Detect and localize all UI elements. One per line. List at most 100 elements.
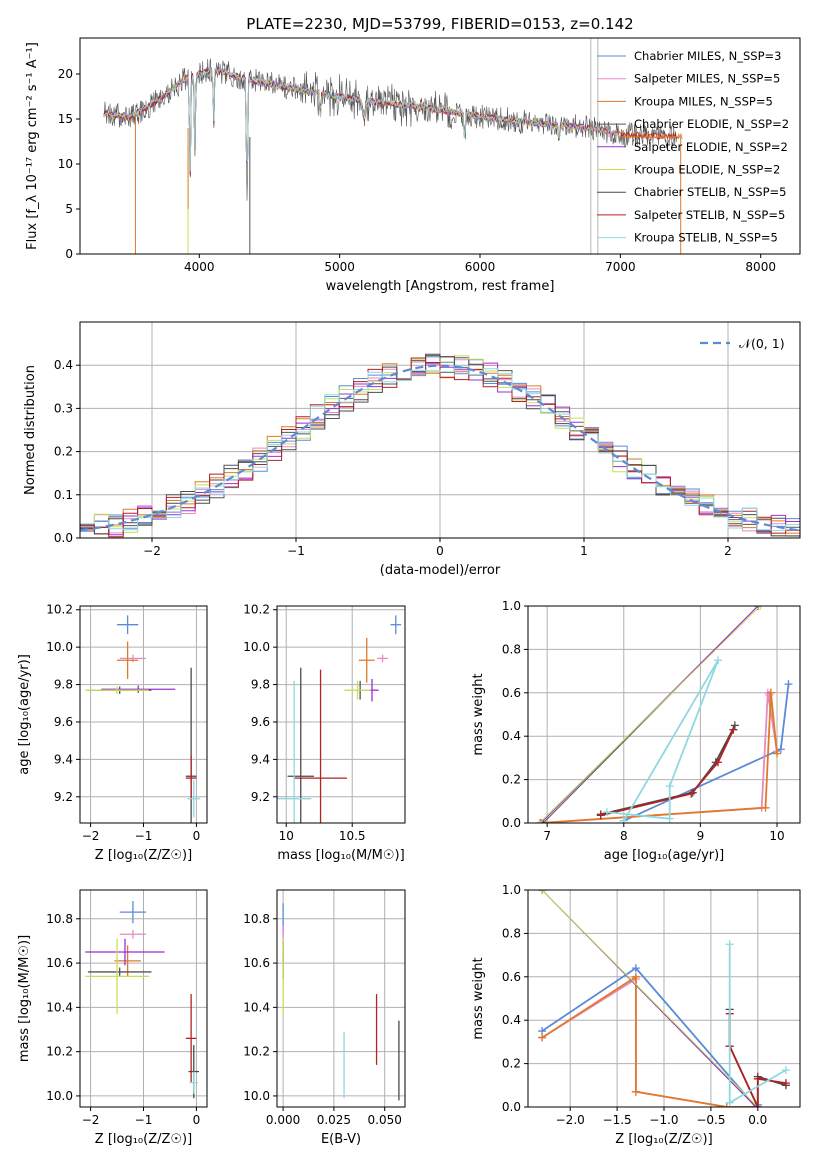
x-tick-label: 10 xyxy=(279,829,294,843)
x-tick-label: −2 xyxy=(82,1113,100,1127)
y-tick-label: 1.0 xyxy=(502,599,521,613)
y-tick-label: 10.4 xyxy=(243,1000,270,1014)
weight-marker xyxy=(753,1074,762,1083)
x-tick-label: 4000 xyxy=(184,260,215,274)
y-tick-label: 10.2 xyxy=(46,1045,73,1059)
x-axis-label: E(B-V) xyxy=(321,1132,361,1147)
x-tick-label: 0 xyxy=(193,1113,201,1127)
weight-line-0 xyxy=(541,966,759,1107)
y-tick-label: 0.6 xyxy=(502,970,521,984)
spectrum-edge xyxy=(620,136,682,254)
x-tick-label: −2 xyxy=(82,829,100,843)
data-point xyxy=(187,779,201,818)
x-tick-label: 8000 xyxy=(745,260,776,274)
weight-marker xyxy=(538,1033,547,1042)
x-tick-label: −1.5 xyxy=(603,1113,632,1127)
x-tick-label: 7 xyxy=(543,829,551,843)
weight-marker xyxy=(535,819,544,823)
x-tick-label: 7000 xyxy=(605,260,636,274)
histogram-series-8 xyxy=(80,365,800,538)
weight-marker xyxy=(714,656,723,665)
y-tick-label: 0.2 xyxy=(502,1057,521,1071)
data-point xyxy=(114,945,141,977)
spectrum-legend: Chabrier MILES, N_SSP=3 Salpeter MILES, N… xyxy=(597,49,789,245)
y-tick-label: 0.4 xyxy=(54,358,73,372)
x-tick-label: −2.0 xyxy=(556,1113,585,1127)
normal-curve xyxy=(80,364,800,532)
x-tick-label: −0.5 xyxy=(696,1113,725,1127)
y-axis-label: age [log₁₀(age/yr)] xyxy=(17,654,32,775)
data-point xyxy=(185,755,197,801)
weight-marker xyxy=(537,819,546,823)
mass_vs_Z-panel: −2 −1 0 10.0 10.2 10.4 10.6 10.8 Z [log₁₀(Z/Z☉)]… xyxy=(17,889,208,1147)
weight-line-5 xyxy=(541,890,759,1107)
mass_vs_Z-marks xyxy=(85,901,200,1099)
y-tick-label: 15 xyxy=(58,112,73,126)
data-point xyxy=(119,654,147,663)
weight-marker xyxy=(766,688,775,697)
spectrum-series-6 xyxy=(103,58,677,201)
spectrum-marks xyxy=(103,38,683,254)
x-tick-label: 8 xyxy=(620,829,628,843)
data-point xyxy=(101,685,176,693)
x-tick-label: 6000 xyxy=(465,260,496,274)
weight_vs_Z-marks xyxy=(538,890,790,1107)
y-axis-label: mass [log₁₀(M/M☉)] xyxy=(17,935,32,1062)
weight-marker xyxy=(538,890,547,894)
y-tick-label: 9.6 xyxy=(251,715,270,729)
x-tick-label: −2 xyxy=(143,544,161,558)
y-tick-label: 9.4 xyxy=(251,752,270,766)
weight-marker xyxy=(602,808,611,817)
x-axis-label: wavelength [Angstrom, rest frame] xyxy=(326,279,555,294)
weight-marker xyxy=(756,606,765,610)
y-tick-label: 10.2 xyxy=(46,603,73,617)
y-tick-label: 0.2 xyxy=(502,773,521,787)
y-tick-label: 5 xyxy=(65,202,73,216)
data-point xyxy=(85,686,149,694)
data-point xyxy=(87,967,152,977)
legend-label: Salpeter STELIB, N_SSP=5 xyxy=(634,208,785,222)
weight-marker xyxy=(725,1098,734,1107)
x-tick-label: −1 xyxy=(135,1113,153,1127)
y-tick-label: 9.2 xyxy=(251,790,270,804)
data-point xyxy=(390,615,402,635)
x-axis-label: Z [log₁₀(Z/Z☉)] xyxy=(95,1132,192,1147)
spectrum-series-7 xyxy=(103,66,680,176)
data-point xyxy=(185,994,197,1083)
weight-marker xyxy=(781,1066,790,1075)
y-axis-label: mass weight xyxy=(471,673,486,755)
y-tick-label: 9.8 xyxy=(54,678,73,692)
y-tick-label: 20 xyxy=(58,67,73,81)
legend-label: Kroupa ELODIE, N_SSP=2 xyxy=(634,163,780,177)
y-tick-label: 0.8 xyxy=(502,642,521,656)
y-tick-label: 9.8 xyxy=(251,678,270,692)
weight-marker xyxy=(665,814,674,823)
legend-label: Kroupa MILES, N_SSP=5 xyxy=(634,94,773,108)
y-axis-label: Normed distribution xyxy=(23,365,38,495)
legend-label: Chabrier MILES, N_SSP=3 xyxy=(634,49,781,63)
weight-marker xyxy=(714,758,723,767)
histogram-series-7 xyxy=(80,357,800,538)
x-tick-label: −1.0 xyxy=(649,1113,678,1127)
x-tick-label: 0.050 xyxy=(368,1113,402,1127)
weight-line-2 xyxy=(539,692,778,823)
x-tick-label: 5000 xyxy=(324,260,355,274)
weight-line-2 xyxy=(541,975,758,1107)
weight-marker xyxy=(722,1103,731,1107)
age_vs_mass-panel: 10 10.5 9.2 9.4 9.6 9.8 10.0 10.2 mass [log₁₀(M/… xyxy=(243,603,406,863)
residuals-legend: 𝒩(0, 1) xyxy=(700,336,785,351)
weight-marker xyxy=(729,725,738,734)
weight-marker xyxy=(725,940,734,949)
weight-marker xyxy=(631,972,640,981)
x-tick-label: −1 xyxy=(135,829,153,843)
weight-marker xyxy=(687,789,696,798)
weight-marker xyxy=(761,803,770,812)
data-point xyxy=(117,641,139,679)
data-point xyxy=(287,667,314,823)
y-tick-label: 0.4 xyxy=(502,1013,521,1027)
y-tick-label: 10.0 xyxy=(46,640,73,654)
age_vs_mass-marks xyxy=(277,615,402,823)
weight-marker xyxy=(773,749,782,758)
y-tick-label: 10.0 xyxy=(243,640,270,654)
